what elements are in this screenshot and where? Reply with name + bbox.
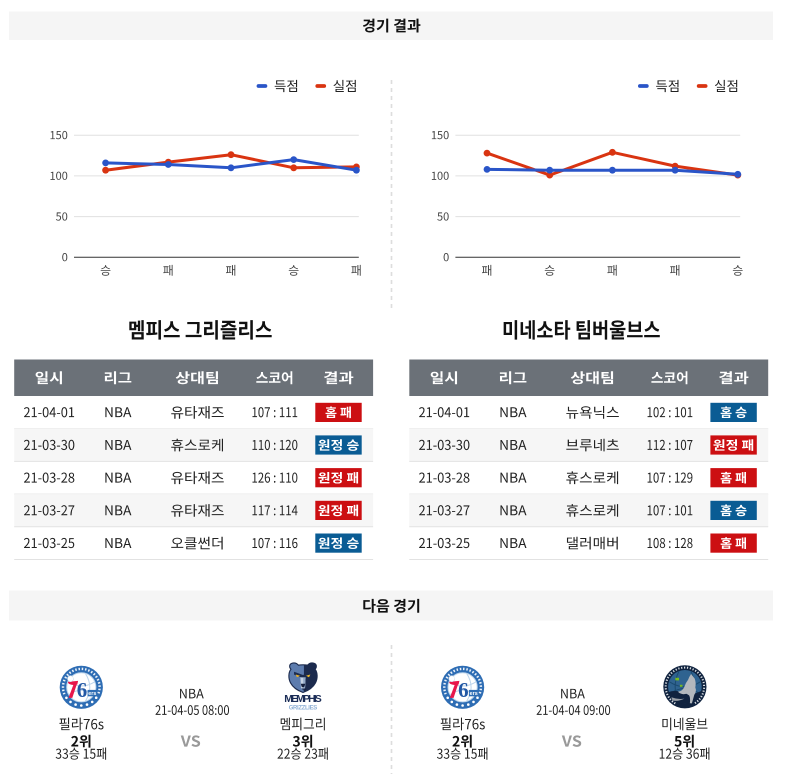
svg-text:ers: ers	[470, 691, 478, 697]
svg-text:6: 6	[458, 678, 469, 702]
svg-text:GRIZZLIES: GRIZZLIES	[289, 705, 318, 711]
svg-text:ers: ers	[88, 691, 96, 697]
svg-text:6: 6	[77, 678, 88, 702]
svg-text:MEMPHIS: MEMPHIS	[284, 693, 322, 705]
